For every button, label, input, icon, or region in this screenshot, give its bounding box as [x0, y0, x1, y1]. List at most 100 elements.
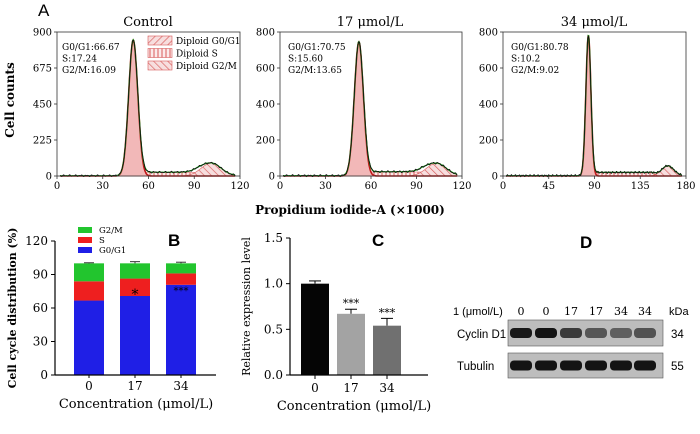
hist-x-tick-label: 90 — [188, 181, 201, 192]
blot-kda-value: 55 — [671, 361, 684, 373]
stacked-bar-segment — [74, 300, 104, 375]
blot-lane-label: 17 — [564, 305, 578, 318]
blot-band — [610, 328, 632, 338]
stacked-bar-segment — [120, 295, 150, 375]
blot-band — [585, 360, 607, 371]
blot-band — [560, 360, 582, 371]
blot-kda-value: 34 — [671, 329, 684, 341]
expression-bar-chart: 0 *** 17 *** 34 0.0 0.5 1.0 1.5 Relative expressi… — [240, 231, 431, 414]
hist-legend-swatch — [147, 35, 173, 46]
hist-title: 17 μmol/L — [337, 15, 404, 30]
blot-row-label: Tubulin — [457, 361, 494, 373]
stacked-bar-segment — [74, 263, 104, 282]
blot-band — [585, 328, 607, 338]
bar-legend-label: G0/G1 — [99, 246, 126, 256]
stacked-bar-chart: 0 * 17 *** 34 0 30 60 90 120 Cell cycle distributi… — [6, 226, 216, 412]
expression-bar — [337, 313, 365, 375]
bar-x-tick-label: 34 — [173, 379, 189, 393]
expression-bar — [373, 325, 401, 375]
hist-y-tick-label: 0 — [46, 172, 52, 183]
bar-y-tick-label: 30 — [33, 335, 48, 349]
stacked-bar-segment — [74, 281, 104, 301]
blot-band — [510, 360, 532, 371]
bar-y-tick-label: 0 — [40, 368, 48, 382]
bar-legend-swatch — [78, 247, 92, 253]
stacked-bar-segment — [120, 263, 150, 279]
hist-stat-line: G0/G1:70.75 — [288, 43, 346, 53]
bar-y-tick-label: 120 — [25, 234, 48, 248]
hist-x-tick-label: 45 — [542, 181, 555, 192]
bar-legend-label: G2/M — [99, 226, 123, 236]
blot-band — [535, 360, 557, 371]
blot-lane-label: 17 — [589, 305, 603, 318]
expression-x-tick-label: 0 — [311, 381, 319, 395]
hist-ylabel: Cell counts — [3, 62, 17, 138]
expression-x-axis-title: Concentration (μmol/L) — [277, 399, 431, 414]
hist-x-tick-label: 120 — [230, 181, 249, 192]
expression-y-tick-label: 1.0 — [264, 277, 283, 291]
blot-band — [510, 328, 532, 338]
hist-stat-line: G0/G1:80.78 — [511, 43, 569, 53]
hist-y-tick-label: 0 — [492, 172, 498, 183]
hist-y-tick-label: 800 — [479, 28, 498, 39]
hist-x-tick-label: 60 — [365, 181, 378, 192]
bar-x-axis-title: Concentration (μmol/L) — [59, 397, 213, 412]
panel-label-d: D — [580, 233, 592, 252]
hist-xlabel: Propidium iodide-A (×1000) — [255, 203, 445, 217]
hist-title: Control — [123, 15, 173, 30]
blot-band — [634, 360, 656, 371]
western-blot: 1 (μmol/L) kDa Cyclin D1 Tubulin 34 55 0… — [453, 305, 689, 379]
blot-row-label: Cyclin D1 — [457, 329, 506, 341]
hist-y-tick-label: 200 — [256, 136, 275, 147]
bar-x-tick-label: 0 — [85, 379, 93, 393]
hist-stat-line: G2/M:9.02 — [511, 66, 559, 76]
hist-legend-label: Diploid G2/M — [176, 62, 237, 72]
hist-x-tick-label: 90 — [410, 181, 423, 192]
hist-x-tick-label: 30 — [96, 181, 109, 192]
panel-label-a: A — [38, 1, 50, 20]
panel-label-b: B — [168, 231, 180, 250]
hist-y-tick-label: 200 — [479, 136, 498, 147]
hist-y-tick-label: 800 — [256, 28, 275, 39]
bar-legend-label: S — [99, 236, 105, 246]
blot-header-label: 1 (μmol/L) — [453, 306, 503, 318]
bar-legend-swatch — [78, 237, 92, 243]
stacked-bar-significance: * — [132, 287, 139, 303]
histogram-control: Control 0 225 450 675 900 0 30 60 90 120 G0/G1:66.… — [33, 15, 250, 192]
expression-y-tick-label: 1.5 — [264, 231, 283, 245]
hist-legend-label: Diploid S — [176, 50, 218, 60]
expression-y-tick-label: 0.5 — [264, 322, 283, 336]
hist-y-tick-label: 600 — [256, 64, 275, 75]
hist-stat-line: S:17.24 — [62, 55, 97, 65]
expression-x-tick-label: 17 — [343, 381, 358, 395]
hist-x-tick-label: 180 — [676, 181, 695, 192]
stacked-bar-segment — [166, 273, 196, 285]
hist-y-tick-label: 225 — [33, 136, 52, 147]
hist-y-tick-label: 400 — [479, 100, 498, 111]
blot-kda-unit: kDa — [669, 306, 689, 318]
blot-lane-label: 34 — [614, 305, 628, 318]
hist-y-tick-label: 600 — [479, 64, 498, 75]
hist-x-tick-label: 0 — [54, 181, 60, 192]
bar-y-axis-title: Cell cycle distribution (%) — [6, 228, 19, 389]
expression-y-tick-label: 0.0 — [264, 368, 283, 382]
expression-bar-significance: *** — [379, 306, 396, 319]
blot-lane-label: 0 — [518, 305, 525, 318]
hist-y-tick-label: 675 — [33, 64, 52, 75]
hist-y-tick-label: 450 — [33, 100, 52, 111]
hist-stat-line: S:15.60 — [288, 55, 323, 65]
hist-x-tick-label: 30 — [319, 181, 332, 192]
bar-y-tick-label: 90 — [33, 268, 48, 282]
bar-x-tick-label: 17 — [127, 379, 142, 393]
expression-bar-significance: *** — [343, 297, 360, 310]
bar-y-tick-label: 60 — [33, 301, 48, 315]
hist-legend-swatch — [147, 48, 173, 58]
hist-stat-line: G2/M:16.09 — [62, 66, 116, 76]
hist-y-tick-label: 900 — [33, 28, 52, 39]
blot-lane-label: 0 — [543, 305, 550, 318]
histogram-34: 34 μmol/L 0 200 400 600 800 0 45 90 135 180 G0/G1:… — [479, 15, 696, 192]
histogram-17: 17 μmol/L 0 200 400 600 800 0 30 60 90 120 G0/G1:7… — [256, 15, 472, 192]
blot-band — [634, 328, 656, 338]
stacked-bar-segment — [166, 284, 196, 375]
